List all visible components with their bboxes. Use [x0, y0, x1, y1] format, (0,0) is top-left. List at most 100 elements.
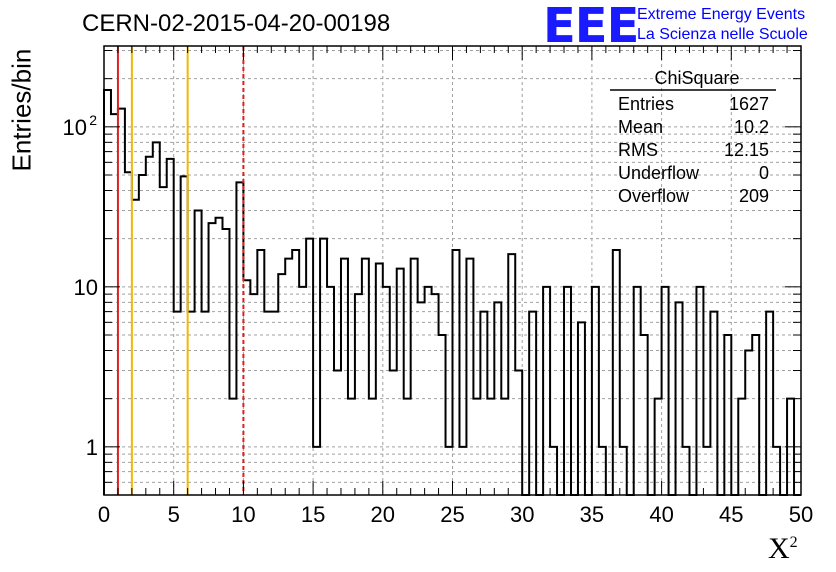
histogram-bin — [411, 259, 418, 495]
histogram-bin — [236, 182, 243, 495]
histogram-bin — [439, 335, 446, 495]
histogram-bin — [348, 399, 355, 495]
x-tick-label: 5 — [168, 502, 180, 527]
histogram-bin — [216, 218, 223, 495]
histogram-bin — [229, 399, 236, 495]
histogram-bin — [655, 399, 662, 495]
y-tick-label: 10 — [74, 275, 98, 300]
histogram-bin — [153, 142, 160, 495]
histogram-bin — [599, 447, 606, 495]
histogram-bin — [418, 302, 425, 495]
histogram-bin — [543, 287, 550, 495]
stats-value: 1627 — [729, 94, 769, 114]
histogram-bin — [104, 90, 111, 495]
histogram-bin — [320, 239, 327, 495]
histogram-bin — [480, 312, 487, 495]
histogram-bin — [160, 187, 167, 495]
histogram-bin — [362, 259, 369, 495]
histogram-bin — [724, 335, 731, 495]
histogram-bin — [181, 176, 188, 495]
stats-value: 10.2 — [734, 117, 769, 137]
stats-value: 209 — [739, 186, 769, 206]
histogram-bin — [487, 399, 494, 495]
y-tick-label: 1 — [86, 435, 98, 460]
histogram-bin — [139, 175, 146, 495]
histogram-bin — [752, 335, 759, 495]
x-tick-label: 10 — [231, 502, 255, 527]
histogram-bin — [146, 157, 153, 495]
histogram-bin — [327, 287, 334, 495]
histogram-bin — [355, 294, 362, 495]
histogram-bin — [710, 312, 717, 495]
histogram-bin — [459, 447, 466, 495]
page-title: CERN-02-2015-04-20-00198 — [82, 10, 391, 37]
histogram-bin — [494, 302, 501, 495]
x-tick-label: 30 — [510, 502, 534, 527]
histogram-bin — [683, 447, 690, 495]
logo-text-line1: Extreme Energy Events — [637, 6, 806, 23]
stats-value: 12.15 — [724, 140, 769, 160]
histogram-bin — [676, 302, 683, 495]
histogram-bin — [662, 287, 669, 495]
histogram-bin — [376, 263, 383, 495]
x-axis-label: X2 — [768, 532, 798, 566]
x-tick-label: 45 — [719, 502, 743, 527]
histogram-bin — [529, 312, 536, 495]
histogram-bin — [257, 250, 264, 495]
x-axis-label-superscript: 2 — [789, 534, 798, 551]
histogram-bin — [432, 294, 439, 495]
histogram-bin — [285, 259, 292, 495]
histogram-bin — [397, 269, 404, 495]
histogram-bin — [773, 447, 780, 495]
stats-label: Mean — [618, 117, 663, 137]
histogram-bin — [167, 159, 174, 495]
x-tick-label: 35 — [580, 502, 604, 527]
histogram-bin — [334, 370, 341, 495]
histogram-bin — [466, 259, 473, 495]
logo-mark: EEE — [543, 0, 639, 54]
histogram-bin — [383, 287, 390, 495]
y-tick-label-exponent: 2 — [89, 112, 97, 128]
histogram-bin — [278, 274, 285, 495]
histogram-bin — [404, 399, 411, 495]
histogram-bin — [620, 447, 627, 495]
histogram-bin — [202, 312, 209, 495]
histogram-bin — [222, 229, 229, 495]
histogram-bin — [564, 287, 571, 495]
histogram-bin — [306, 239, 313, 495]
histogram-bin — [250, 294, 257, 495]
stats-label: Entries — [618, 94, 674, 114]
histogram-bin — [745, 351, 752, 495]
histogram-bin — [696, 287, 703, 495]
x-axis-label-symbol: X — [768, 532, 790, 565]
x-tick-label: 40 — [649, 502, 673, 527]
histogram-bin — [188, 312, 195, 495]
logo-text-line2: La Scienza nelle Scuole — [637, 26, 808, 43]
histogram-bin — [313, 447, 320, 495]
histogram-bin — [209, 223, 216, 495]
histogram-bin — [508, 254, 515, 495]
histogram-bin — [132, 200, 139, 495]
histogram-bin — [425, 287, 432, 495]
histogram-bin — [243, 280, 250, 495]
histogram-bin — [473, 399, 480, 495]
histogram-bin — [271, 312, 278, 495]
x-tick-label: 15 — [301, 502, 325, 527]
histogram-bin — [111, 114, 118, 495]
histogram-bin — [390, 370, 397, 495]
stats-label: Underflow — [618, 163, 700, 183]
histogram-bin — [634, 287, 641, 495]
x-tick-label: 20 — [371, 502, 395, 527]
stats-label: RMS — [618, 140, 658, 160]
x-tick-label: 0 — [98, 502, 110, 527]
histogram-bin — [550, 447, 557, 495]
histogram-bin — [118, 109, 125, 495]
histogram-bin — [195, 210, 202, 495]
stats-label: Overflow — [618, 186, 690, 206]
histogram-bin — [592, 287, 599, 495]
histogram-bin — [766, 312, 773, 495]
histogram-bin — [578, 322, 585, 495]
stats-title: ChiSquare — [654, 68, 739, 88]
histogram-bin — [738, 399, 745, 495]
